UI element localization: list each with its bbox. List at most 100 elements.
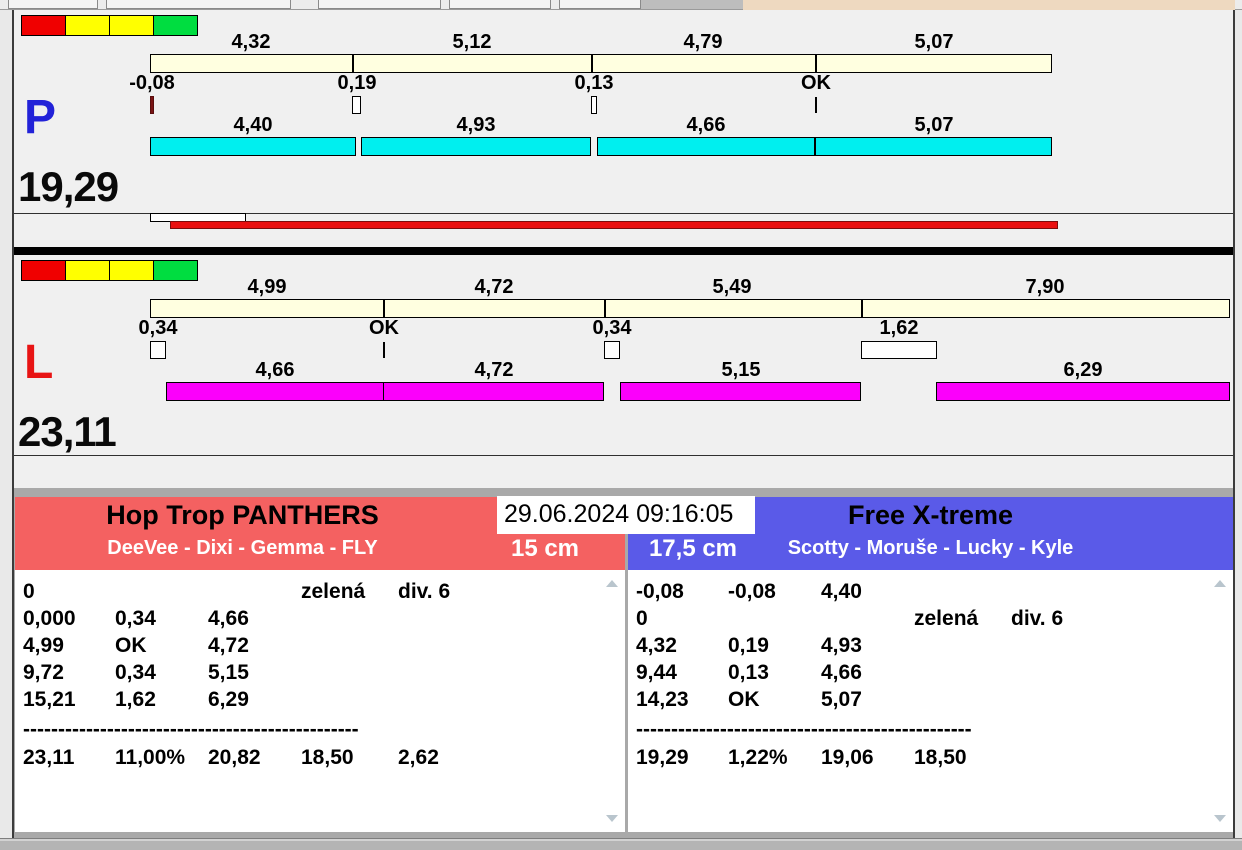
dog-time-bar	[620, 382, 861, 401]
table-cell: OK	[728, 688, 760, 711]
split-time-label: 4,72	[474, 276, 514, 298]
table-cell: -0,08	[636, 580, 684, 603]
summary-cell: 18,50	[914, 746, 967, 769]
table-cell: 5,15	[208, 661, 249, 684]
summary-cell: 11,00%	[115, 746, 186, 769]
lane-section-p: P 19,29 4,32 5,12 4,79 5,07 -0,08 0,19 0,13 OK 4,4…	[14, 10, 1233, 247]
scroll-down-icon[interactable]	[1214, 815, 1226, 822]
results-table[interactable]: 0 zelená div. 6 0,000 0,34 4,66 4,99 OK 4,72 9,72…	[15, 570, 625, 832]
crossing-mark-ok	[383, 342, 385, 358]
toolbar-segment	[318, 0, 441, 9]
table-cell: 0,000	[23, 607, 76, 630]
table-cell: 4,66	[821, 661, 862, 684]
results-table[interactable]: -0,08 -0,08 4,40 0 zelená div. 6 4,32 0,19 4,93 9…	[628, 570, 1233, 832]
lane-divider	[14, 247, 1233, 255]
light-red-icon	[21, 15, 66, 36]
crossing-deviation-label: 0,19	[337, 72, 377, 94]
table-cell: div. 6	[1011, 607, 1064, 630]
team-panel-left: Hop Trop PANTHERS DeeVee - Dixi - Gemma -…	[15, 497, 625, 832]
split-divider	[604, 299, 606, 318]
lane-baseline	[14, 455, 1233, 456]
light-yellow-2-icon	[109, 260, 154, 281]
bottom-status-bar	[0, 838, 1242, 850]
crossing-mark	[150, 341, 166, 359]
toolbar-segment	[449, 0, 551, 9]
crossing-deviation-label: 0,13	[574, 72, 614, 94]
split-divider	[352, 54, 354, 73]
team-name: Hop Trop PANTHERS	[106, 500, 379, 530]
crossing-deviation-label: OK	[369, 317, 399, 339]
split-divider	[591, 54, 593, 73]
table-cell: 0,34	[115, 661, 156, 684]
split-time-label: 5,49	[712, 276, 752, 298]
crossing-mark-ok	[815, 97, 817, 113]
dog-time-label: 6,29	[1063, 359, 1103, 381]
light-red-icon	[21, 260, 66, 281]
separator-row: ----------------------------------------…	[23, 718, 359, 741]
datetime-display: 29.06.2024 09:16:05	[497, 496, 755, 534]
dog-time-label: 5,07	[914, 114, 954, 136]
team-name: Free X-treme	[847, 500, 1014, 530]
crossing-deviation-label: 1,62	[879, 317, 919, 339]
team-dogs-list: DeeVee - Dixi - Gemma - FLY	[107, 537, 378, 559]
lane-baseline	[14, 213, 1233, 214]
split-time-label: 4,79	[683, 31, 723, 53]
dog-time-bar	[936, 382, 1230, 401]
timing-window: P 19,29 4,32 5,12 4,79 5,07 -0,08 0,19 0,13 OK 4,4…	[12, 10, 1235, 838]
split-time-label: 4,32	[231, 31, 271, 53]
toolbar-gray-area	[641, 0, 743, 9]
scroll-down-icon[interactable]	[606, 815, 618, 822]
dog-time-label: 4,66	[255, 359, 295, 381]
split-time-label: 7,90	[1025, 276, 1065, 298]
split-divider	[815, 54, 817, 73]
light-yellow-2-icon	[109, 15, 154, 36]
table-cell: 5,07	[821, 688, 862, 711]
scroll-up-icon[interactable]	[606, 580, 618, 587]
dog-time-bar	[815, 137, 1052, 156]
dog-time-bar	[166, 382, 384, 401]
light-green-icon	[153, 260, 198, 281]
results-panels: Hop Trop PANTHERS DeeVee - Dixi - Gemma -…	[14, 488, 1233, 838]
top-toolbar-strip	[0, 0, 1242, 10]
table-cell: zelená	[301, 580, 366, 603]
dog-time-bar	[597, 137, 815, 156]
summary-cell: 18,50	[301, 746, 354, 769]
crossing-mark	[604, 341, 620, 359]
split-divider	[861, 299, 863, 318]
table-cell: 4,99	[23, 634, 64, 657]
jump-height-label: 17,5 cm	[648, 535, 738, 562]
split-time-label: 5,12	[452, 31, 492, 53]
dog-time-bar	[361, 137, 591, 156]
table-cell: 9,44	[636, 661, 677, 684]
crossing-deviation-label: 0,34	[592, 317, 632, 339]
summary-cell: 19,29	[636, 746, 689, 769]
crossing-mark-early	[150, 96, 154, 114]
team-dogs-list: Scotty - Moruše - Lucky - Kyle	[787, 537, 1074, 559]
start-lights	[21, 15, 198, 36]
table-cell: 4,93	[821, 634, 862, 657]
toolbar-segment	[8, 0, 98, 9]
light-yellow-1-icon	[65, 15, 110, 36]
table-cell: -0,08	[728, 580, 776, 603]
table-cell: 4,32	[636, 634, 677, 657]
summary-cell: 2,62	[398, 746, 439, 769]
light-green-icon	[153, 15, 198, 36]
scroll-up-icon[interactable]	[1214, 580, 1226, 587]
split-interval-bar	[150, 299, 1230, 318]
lane-total-time: 19,29	[18, 163, 119, 210]
dog-time-label: 4,66	[686, 114, 726, 136]
table-cell: 4,40	[821, 580, 862, 603]
table-cell: 1,62	[115, 688, 156, 711]
table-cell: 6,29	[208, 688, 249, 711]
crossing-deviation-label: 0,34	[138, 317, 178, 339]
table-cell: zelená	[914, 607, 979, 630]
summary-cell: 23,11	[23, 746, 75, 769]
team-panel-right: Free X-treme Scotty - Moruše - Lucky - Ky…	[628, 497, 1233, 832]
table-cell: 4,66	[208, 607, 249, 630]
crossing-deviation-label: -0,08	[129, 72, 175, 94]
toolbar-segment	[559, 0, 641, 9]
crossing-deviation-label: OK	[801, 72, 831, 94]
summary-cell: 20,82	[208, 746, 261, 769]
lane-letter: P	[24, 91, 57, 144]
lane-letter: L	[24, 336, 54, 389]
